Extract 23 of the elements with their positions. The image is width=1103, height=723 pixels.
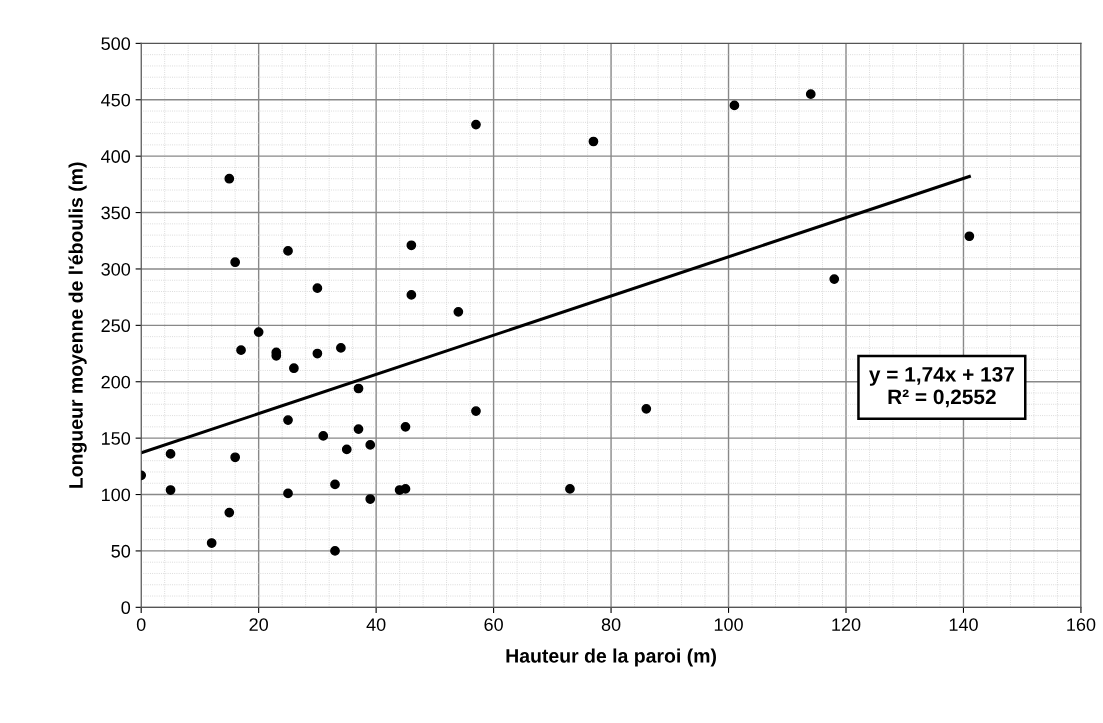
y-tick-label: 500 [101, 37, 131, 51]
y-tick-label: 350 [101, 206, 131, 220]
x-tick-label: 160 [1067, 618, 1096, 631]
x-tick-label: 60 [484, 618, 503, 631]
x-tick-label: 100 [714, 618, 743, 631]
y-axis-title: Longueur moyenne de l'éboulis (m) [68, 162, 87, 488]
y-tick-label: 200 [101, 375, 131, 389]
x-tick-label: 40 [366, 618, 386, 631]
x-tick-label: 80 [601, 618, 621, 631]
x-tick-label: 0 [136, 618, 146, 631]
x-tick-label: 140 [949, 618, 978, 631]
y-tick-label: 450 [101, 93, 131, 107]
y-tick-label: 50 [111, 544, 131, 558]
y-tick-label: 0 [121, 601, 131, 615]
x-tick-label: 120 [832, 618, 861, 631]
y-tick-label: 150 [102, 432, 131, 445]
annotation: y = 1,74x + 137 R² = 0,2552 [869, 367, 1014, 408]
y-tick-label: 250 [101, 319, 131, 333]
y-tick-label: 300 [101, 262, 131, 276]
x-axis-title: Hauteur de la paroi (m) [506, 648, 716, 667]
y-tick-label: 100 [102, 488, 131, 502]
y-tick-label: 400 [101, 150, 131, 163]
x-tick-label: 20 [249, 618, 268, 631]
